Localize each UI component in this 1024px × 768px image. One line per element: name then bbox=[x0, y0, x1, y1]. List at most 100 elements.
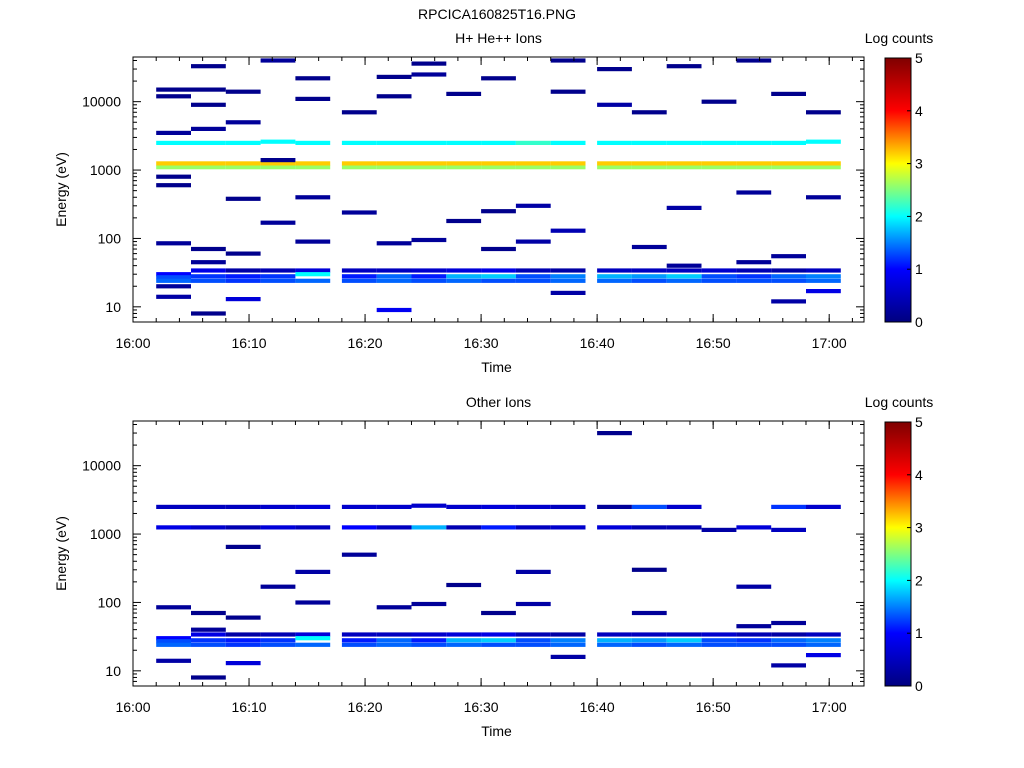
heatmap-cell bbox=[550, 268, 586, 273]
heatmap-cell bbox=[806, 642, 841, 647]
y-axis: 10 100 1000 10000 bbox=[82, 423, 864, 687]
heatmap-cell bbox=[701, 278, 737, 283]
heatmap-cell bbox=[156, 294, 191, 299]
heatmap-cell bbox=[446, 91, 482, 96]
heatmap-cell bbox=[550, 504, 586, 509]
heatmap-cell bbox=[295, 636, 331, 641]
colorbar-tick-label: 2 bbox=[915, 208, 923, 224]
heatmap-cell bbox=[446, 582, 482, 588]
heatmap-cell bbox=[376, 74, 412, 79]
y-tick-label: 1000 bbox=[90, 162, 121, 178]
heatmap-cell bbox=[156, 605, 191, 610]
heatmap-cell bbox=[597, 632, 632, 637]
x-tick-label: 16:10 bbox=[232, 335, 267, 351]
heatmap-cell bbox=[631, 642, 667, 647]
heatmap-cell bbox=[771, 140, 806, 145]
colorbar-tick-label: 4 bbox=[915, 103, 923, 119]
heatmap-cell bbox=[631, 244, 667, 250]
heatmap-cell bbox=[225, 274, 261, 279]
heatmap-cell bbox=[295, 268, 331, 273]
heatmap-cell bbox=[295, 632, 331, 637]
x-tick-label: 16:40 bbox=[580, 335, 615, 351]
heatmap-cell bbox=[806, 110, 841, 115]
heatmap-cell bbox=[191, 161, 226, 166]
heatmap-cell bbox=[550, 58, 586, 63]
heatmap-cell bbox=[666, 205, 702, 210]
heatmap-cell bbox=[550, 228, 586, 233]
heatmap-cell bbox=[341, 140, 377, 145]
heatmap-cell bbox=[225, 504, 261, 509]
heatmap-cell bbox=[341, 278, 377, 283]
heatmap-cell bbox=[481, 268, 516, 273]
heatmap-cell bbox=[446, 642, 482, 647]
heatmap-cell bbox=[597, 67, 632, 72]
x-axis-label: Time bbox=[481, 723, 512, 739]
heatmap-cell bbox=[597, 140, 632, 145]
colorbar-tick-label: 1 bbox=[915, 625, 923, 641]
heatmap-cell bbox=[446, 218, 482, 224]
heatmap-cell bbox=[771, 268, 806, 273]
y-axis: 10 100 1000 10000 bbox=[82, 59, 864, 323]
heatmap-cell bbox=[481, 642, 516, 647]
heatmap-cell bbox=[376, 307, 412, 313]
heatmap-cell bbox=[156, 658, 191, 663]
y-axis-label: Energy (eV) bbox=[53, 152, 69, 227]
heatmap-cell bbox=[550, 161, 586, 166]
heatmap-cell bbox=[631, 632, 667, 637]
heatmap-cell bbox=[411, 237, 447, 243]
colorbar-tick-label: 5 bbox=[915, 50, 923, 66]
heatmap-cell bbox=[666, 268, 702, 273]
heatmap-cell bbox=[736, 584, 772, 589]
heatmap-cell bbox=[806, 504, 841, 509]
heatmap-cell bbox=[481, 140, 516, 145]
x-axis: 16:00 16:10 16:20 16:30 16:40 16:50 17:00 bbox=[115, 421, 853, 715]
heatmap-cell bbox=[736, 260, 772, 265]
heatmap-cell bbox=[481, 246, 516, 252]
heatmap-cell bbox=[550, 274, 586, 279]
heatmap-cell bbox=[156, 639, 191, 644]
colorbar-tick-label: 3 bbox=[915, 520, 923, 536]
heatmap-cell bbox=[225, 544, 261, 549]
colorbar-tick-label: 1 bbox=[915, 261, 923, 277]
heatmap-cell bbox=[771, 504, 806, 509]
heatmap-cell bbox=[191, 64, 226, 69]
y-tick-label: 10000 bbox=[82, 94, 121, 110]
heatmap-cell bbox=[411, 642, 447, 647]
heatmap-cell bbox=[736, 165, 772, 170]
heatmap-cell bbox=[631, 165, 667, 170]
heatmap-cell bbox=[295, 569, 331, 574]
heatmap-cell bbox=[550, 642, 586, 647]
heatmap-cell bbox=[156, 140, 191, 145]
heatmap-cell bbox=[701, 642, 737, 647]
heatmap-cell bbox=[550, 165, 586, 170]
heatmap-cell bbox=[666, 140, 702, 145]
heatmap-cell bbox=[341, 161, 377, 166]
heatmap-cell bbox=[446, 268, 482, 273]
heatmap-cell bbox=[666, 165, 702, 170]
heatmap-cell bbox=[701, 527, 737, 532]
heatmap-cell bbox=[446, 632, 482, 637]
heatmap-cell bbox=[550, 140, 586, 145]
heatmap-cell bbox=[631, 161, 667, 166]
heatmap-cell bbox=[156, 174, 191, 179]
heatmap-cell bbox=[411, 601, 447, 607]
heatmap-cell bbox=[550, 654, 586, 659]
x-axis-label: Time bbox=[481, 359, 512, 375]
heatmap-cell bbox=[806, 274, 841, 279]
heatmap-cell bbox=[736, 190, 772, 195]
heatmap-cell bbox=[411, 140, 447, 145]
heatmap-cell bbox=[225, 638, 261, 643]
heatmap-cell bbox=[666, 278, 702, 283]
y-tick-label: 100 bbox=[98, 594, 122, 610]
heatmap-cell bbox=[701, 638, 737, 643]
heatmap-cell bbox=[806, 139, 841, 144]
heatmap-cell bbox=[771, 632, 806, 637]
heatmap-cell bbox=[806, 161, 841, 166]
heatmap-cell bbox=[597, 274, 632, 279]
heatmap-cell bbox=[701, 99, 737, 104]
heatmap-cell bbox=[481, 638, 516, 643]
colorbar-label: Log counts bbox=[865, 30, 934, 46]
heatmap-cell bbox=[191, 165, 226, 170]
heatmap-cell bbox=[666, 638, 702, 643]
heatmap-cell bbox=[446, 525, 482, 530]
